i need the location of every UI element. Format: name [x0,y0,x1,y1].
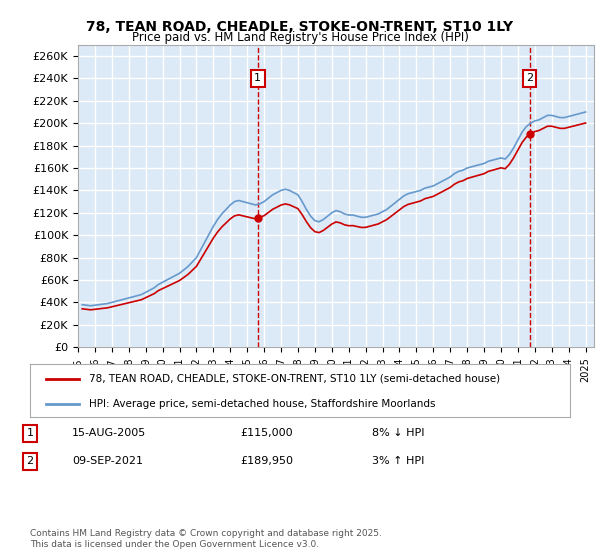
Text: 2: 2 [526,73,533,83]
Text: 8% ↓ HPI: 8% ↓ HPI [372,428,425,438]
Text: 15-AUG-2005: 15-AUG-2005 [72,428,146,438]
Text: 78, TEAN ROAD, CHEADLE, STOKE-ON-TRENT, ST10 1LY: 78, TEAN ROAD, CHEADLE, STOKE-ON-TRENT, … [86,20,514,34]
Text: 2: 2 [26,456,34,466]
Text: 09-SEP-2021: 09-SEP-2021 [72,456,143,466]
Text: 1: 1 [254,73,261,83]
Text: Contains HM Land Registry data © Crown copyright and database right 2025.: Contains HM Land Registry data © Crown c… [30,529,382,538]
Text: 1: 1 [26,428,34,438]
Text: £115,000: £115,000 [240,428,293,438]
Text: HPI: Average price, semi-detached house, Staffordshire Moorlands: HPI: Average price, semi-detached house,… [89,399,436,409]
Text: Price paid vs. HM Land Registry's House Price Index (HPI): Price paid vs. HM Land Registry's House … [131,31,469,44]
Text: £189,950: £189,950 [240,456,293,466]
Text: 78, TEAN ROAD, CHEADLE, STOKE-ON-TRENT, ST10 1LY (semi-detached house): 78, TEAN ROAD, CHEADLE, STOKE-ON-TRENT, … [89,374,500,384]
Text: This data is licensed under the Open Government Licence v3.0.: This data is licensed under the Open Gov… [30,540,319,549]
Text: 3% ↑ HPI: 3% ↑ HPI [372,456,424,466]
